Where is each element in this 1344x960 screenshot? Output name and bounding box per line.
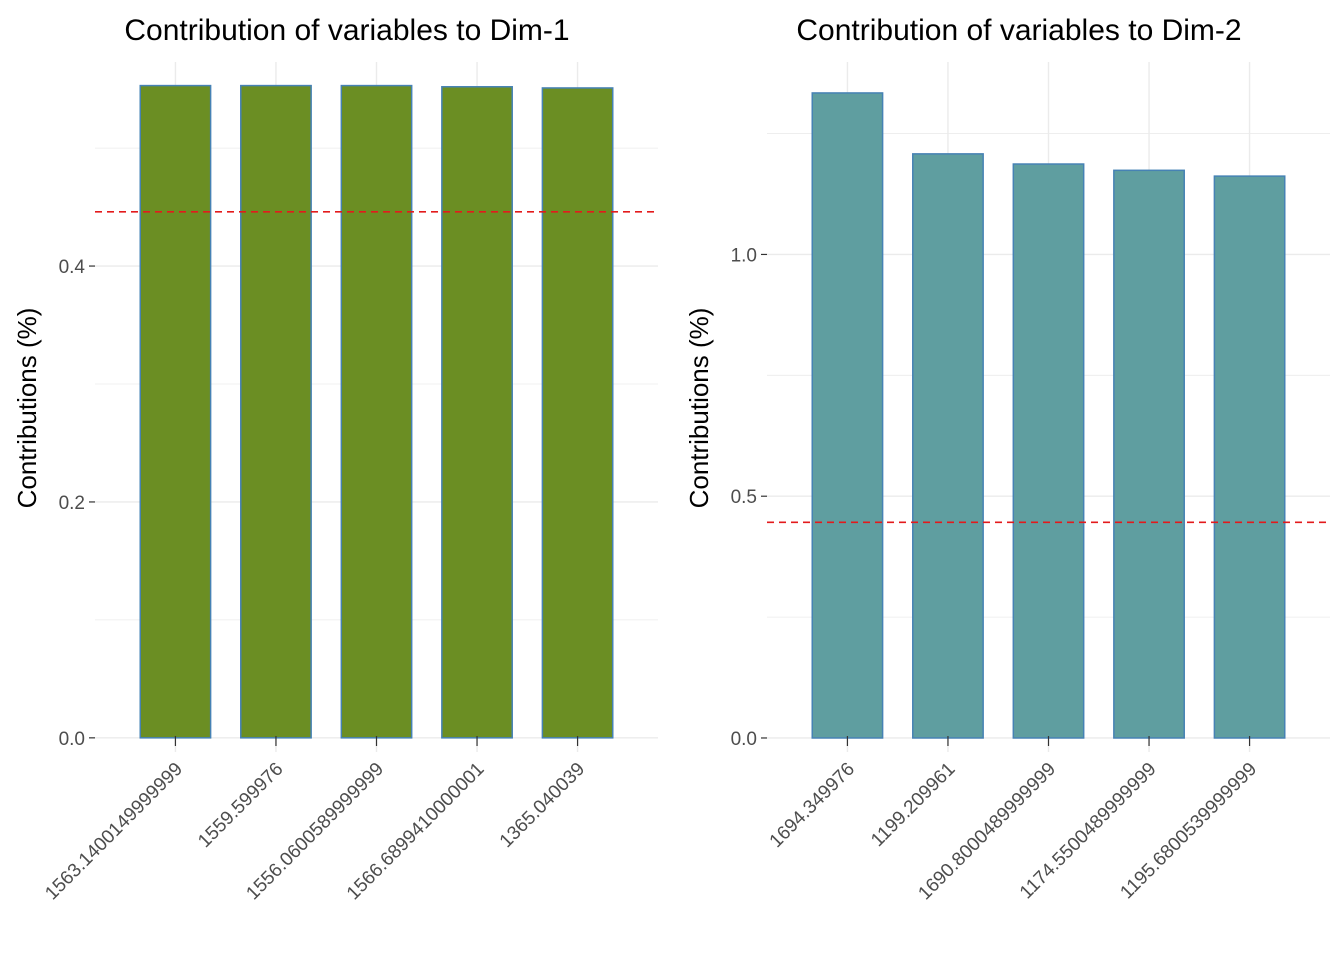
dim1-contribution-panel: Contribution of variables to Dim-1 Contr… — [12, 14, 658, 904]
dim1-chart-title: Contribution of variables to Dim-1 — [124, 14, 569, 47]
dim1-y-tick-label: 0.0 — [59, 729, 85, 750]
dim2-y-tick-label: 0.0 — [731, 729, 757, 750]
dim1-y-ticks: 0.0 0.2 0.4 — [59, 257, 95, 750]
dim2-bar-5 — [1213, 175, 1286, 739]
dim2-bars — [811, 92, 1286, 739]
dim2-bar-2 — [912, 153, 984, 739]
dim2-contribution-panel: Contribution of variables to Dim-2 Contr… — [684, 14, 1330, 904]
dim2-chart-title: Contribution of variables to Dim-2 — [796, 14, 1241, 47]
dim1-bar-4 — [441, 86, 513, 739]
dim1-x-tick-label: 1365.040039 — [496, 759, 589, 852]
dim2-bar-4 — [1113, 169, 1185, 739]
dim1-y-axis-label: Contributions (%) — [12, 308, 42, 509]
dim2-x-tick-label: 1694.349976 — [766, 759, 859, 852]
dim2-bar-3 — [1012, 163, 1085, 739]
dim2-y-ticks: 0.0 0.5 1.0 — [731, 245, 767, 750]
dim2-y-tick-label: 1.0 — [731, 245, 757, 266]
dim2-y-tick-label: 0.5 — [731, 487, 757, 508]
dim1-bar-1 — [139, 84, 212, 739]
dim2-x-tick-label: 1199.209961 — [867, 759, 959, 851]
dim1-bar-5 — [541, 87, 614, 739]
dim1-bar-2 — [240, 84, 312, 739]
dim1-y-tick-label: 0.4 — [59, 257, 86, 278]
dim1-bars — [139, 84, 614, 739]
dim1-x-ticks: 1563.1400149999999 1559.5999761556.060058… — [41, 736, 589, 904]
dim1-bar-3 — [340, 84, 413, 739]
dim1-y-tick-label: 0.2 — [59, 493, 85, 514]
dim1-x-tick-label: 1563.1400149999999 — [41, 759, 187, 905]
dim2-bar-1 — [811, 92, 884, 739]
dim2-x-ticks: 1694.349976 1199.2099611690.8000489999999… — [766, 736, 1261, 904]
dim1-x-tick-label: 1559.599976 — [194, 759, 287, 852]
dim2-y-axis-label: Contributions (%) — [684, 308, 714, 509]
